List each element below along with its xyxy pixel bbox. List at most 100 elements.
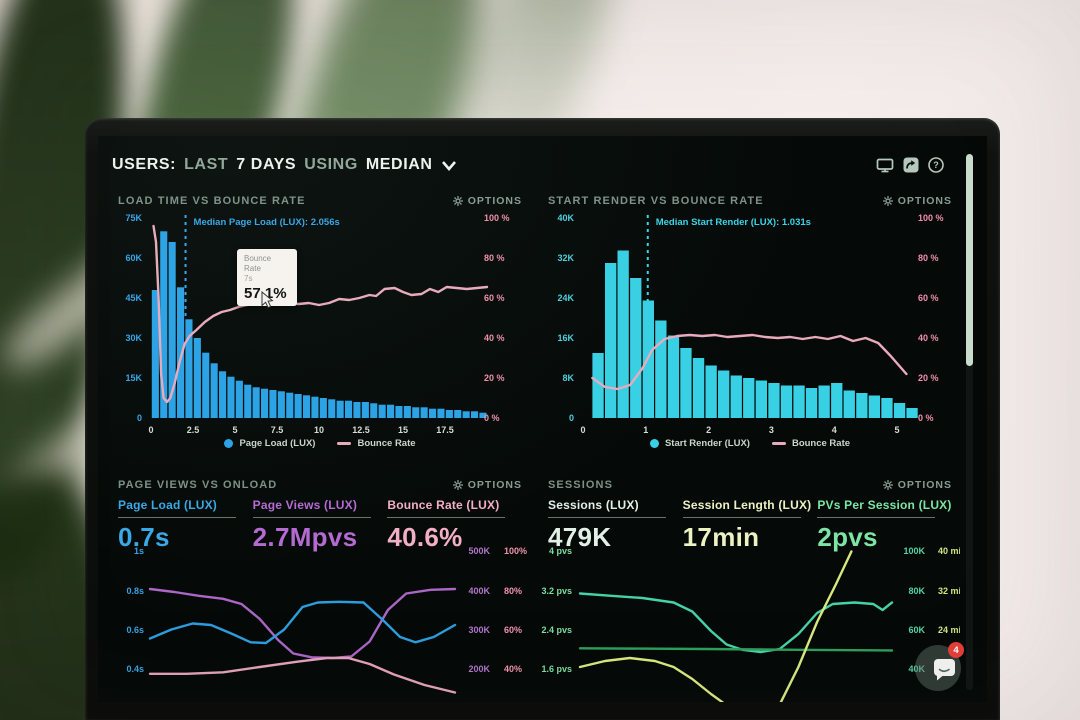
tooltip-value: 57.1% bbox=[244, 284, 287, 302]
monitor-icon bbox=[876, 158, 894, 172]
options-button-sessions[interactable]: OPTIONS bbox=[882, 479, 952, 491]
panel-title: SESSIONS bbox=[548, 479, 614, 491]
page-views-line-chart[interactable]: 1s 0.8s 0.6s 0.4s 500K 100% 400K 80% 300K 60% 200K… bbox=[110, 545, 530, 702]
panel-title: START RENDER VS BOUNCE RATE bbox=[548, 195, 764, 207]
y2-axis-tick: 40K bbox=[908, 664, 925, 674]
x-axis-tick: 0 bbox=[148, 425, 153, 435]
metric-label: Page Load (LUX) bbox=[118, 498, 218, 512]
y-axis-tick: 24K bbox=[557, 293, 574, 303]
x-axis-tick: 2.5 bbox=[187, 425, 200, 435]
x-axis-tick: 3 bbox=[769, 425, 774, 435]
y-axis-tick: 32K bbox=[557, 253, 574, 263]
load-time-histogram-chart[interactable]: Median Page Load (LUX): 2.056s 75K 60K 45K 3… bbox=[110, 212, 530, 448]
share-icon bbox=[903, 157, 919, 173]
y2-axis-tick: 100 % bbox=[484, 213, 510, 223]
options-label: OPTIONS bbox=[897, 479, 952, 491]
y2-axis-tick: 60 % bbox=[918, 293, 939, 303]
chat-bubble-icon bbox=[934, 659, 955, 681]
metric-value: 2pvs bbox=[817, 522, 878, 552]
help-button[interactable]: ? bbox=[928, 157, 944, 173]
y2-axis-tick: 0 % bbox=[484, 413, 500, 423]
share-button[interactable] bbox=[903, 157, 919, 173]
y2-axis-tick: 60 % bbox=[484, 293, 505, 303]
legend-line-swatch bbox=[337, 442, 352, 445]
metric-label: Bounce Rate (LUX) bbox=[387, 498, 500, 512]
panel-header: SESSIONS OPTIONS bbox=[540, 476, 960, 494]
metric-sessions: Sessions (LUX) 479K bbox=[548, 498, 683, 553]
metric-value: 40.6% bbox=[387, 522, 463, 552]
y3-axis-tick: 40% bbox=[504, 664, 522, 674]
x-axis-tick: 5 bbox=[232, 425, 237, 435]
y-axis-tick: 15K bbox=[125, 373, 142, 383]
legend-label: Page Load (LUX) bbox=[239, 438, 316, 449]
y2-axis-tick: 0 % bbox=[918, 413, 934, 423]
legend-dot-swatch bbox=[224, 439, 234, 448]
legend-item-start-render[interactable]: Start Render (LUX) bbox=[649, 438, 750, 449]
dashboard-screen: USERS: LAST 7 DAYS USING MEDIAN ? bbox=[98, 136, 987, 702]
panel-load-time-vs-bounce-rate: LOAD TIME VS BOUNCE RATE OPTIONS Median … bbox=[110, 192, 530, 460]
y-axis-tick: 75K bbox=[125, 213, 142, 223]
y-axis-tick: 0 bbox=[137, 413, 142, 423]
y-axis-tick: 45K bbox=[125, 293, 142, 303]
y-axis-tick: 60K bbox=[125, 253, 142, 263]
options-button-page-views[interactable]: OPTIONS bbox=[452, 479, 522, 491]
median-annotation: Median Page Load (LUX): 2.056s bbox=[194, 217, 340, 228]
topbar-icons: ? bbox=[876, 157, 944, 173]
scrollbar-track[interactable] bbox=[966, 154, 973, 690]
series-line bbox=[148, 656, 457, 694]
title-segment: 7 DAYS bbox=[236, 156, 297, 173]
y2-axis-tick: 20 % bbox=[918, 373, 939, 383]
x-axis-tick: 12.5 bbox=[352, 425, 370, 435]
legend-label: Start Render (LUX) bbox=[664, 438, 750, 449]
panel-title: PAGE VIEWS VS ONLOAD bbox=[118, 479, 278, 491]
x-axis-tick: 4 bbox=[832, 425, 837, 435]
svg-text:?: ? bbox=[933, 160, 939, 170]
panel-sessions: SESSIONS OPTIONS Sessions (LUX) 479K Ses… bbox=[540, 476, 960, 702]
metric-label: Session Length (LUX) bbox=[682, 498, 812, 512]
chat-widget-button[interactable]: 4 bbox=[915, 642, 964, 691]
legend-item-page-load[interactable]: Page Load (LUX) bbox=[224, 438, 315, 449]
metric-underline bbox=[682, 517, 801, 518]
start-render-histogram-chart[interactable]: Median Start Render (LUX): 1.031s 40K 32K 2… bbox=[540, 212, 960, 448]
laptop: USERS: LAST 7 DAYS USING MEDIAN ? bbox=[85, 118, 1000, 720]
metrics-row: Page Load (LUX) 0.7s Page Views (LUX) 2.… bbox=[118, 498, 522, 553]
scrollbar-thumb[interactable] bbox=[966, 154, 973, 366]
x-axis-tick: 2 bbox=[706, 425, 711, 435]
panel-title: LOAD TIME VS BOUNCE RATE bbox=[118, 195, 306, 207]
y2-axis-tick: 40 % bbox=[918, 333, 939, 343]
metric-value: 479K bbox=[548, 522, 612, 552]
display-mode-button[interactable] bbox=[876, 158, 894, 173]
question-icon: ? bbox=[928, 157, 944, 173]
y-axis-tick: 0.8s bbox=[126, 586, 144, 596]
metric-underline bbox=[118, 517, 236, 518]
panel-start-render-vs-bounce-rate: START RENDER VS BOUNCE RATE OPTIONS Medi… bbox=[540, 192, 960, 460]
y3-axis-tick: 24 min bbox=[938, 625, 960, 635]
users-range-dropdown[interactable]: USERS: LAST 7 DAYS USING MEDIAN bbox=[112, 156, 457, 174]
chevron-down-icon bbox=[441, 160, 456, 171]
legend-dot-swatch bbox=[649, 439, 659, 448]
y-axis-tick: 0.6s bbox=[126, 625, 144, 635]
y-axis-tick: 4 pvs bbox=[549, 546, 572, 556]
legend-line-swatch bbox=[771, 442, 786, 445]
y3-axis-tick: 80% bbox=[504, 586, 522, 596]
legend-item-bounce-rate[interactable]: Bounce Rate bbox=[771, 438, 850, 449]
options-button-load-time[interactable]: OPTIONS bbox=[452, 195, 522, 207]
y-axis-tick: 0.4s bbox=[126, 664, 144, 674]
x-axis-tick: 15 bbox=[398, 425, 408, 435]
metric-label: Sessions (LUX) bbox=[548, 498, 639, 512]
y-axis-tick: 1.6 pvs bbox=[541, 664, 572, 674]
options-button-start-render[interactable]: OPTIONS bbox=[882, 195, 952, 207]
y2-axis-tick: 80 % bbox=[918, 253, 939, 263]
legend-item-bounce-rate[interactable]: Bounce Rate bbox=[337, 438, 416, 449]
series-line bbox=[578, 550, 853, 702]
mouse-cursor-icon bbox=[261, 291, 274, 309]
notification-badge: 4 bbox=[948, 642, 964, 658]
metric-label: Page Views (LUX) bbox=[252, 498, 358, 512]
x-axis-tick: 0 bbox=[580, 425, 585, 435]
sessions-line-chart[interactable]: 4 pvs 3.2 pvs 2.4 pvs 1.6 pvs 100K 40 min 80K 3… bbox=[540, 545, 960, 702]
tooltip-subtitle: 7s bbox=[244, 274, 253, 283]
y-axis-tick: 16K bbox=[557, 333, 574, 343]
x-axis-tick: 10 bbox=[314, 425, 324, 435]
histogram-bars bbox=[151, 231, 487, 418]
